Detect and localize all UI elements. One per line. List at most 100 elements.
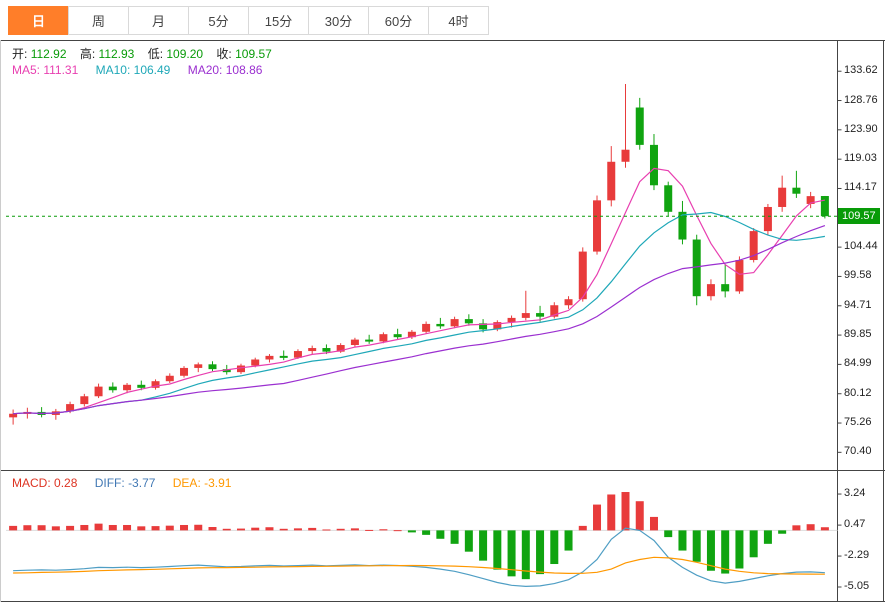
macd-bar — [422, 530, 431, 535]
macd-bar — [379, 529, 388, 531]
candle-body — [350, 339, 359, 346]
candle-body — [635, 107, 644, 145]
candle-body — [593, 200, 602, 252]
candle-body — [792, 187, 801, 194]
macd-bar — [265, 527, 274, 531]
macd-bar — [536, 530, 545, 575]
candle-body — [336, 345, 345, 352]
macd-bar — [749, 530, 758, 558]
macd-bar — [778, 530, 787, 534]
candle-body — [379, 334, 388, 342]
macd-bar — [464, 530, 473, 552]
candle-body — [507, 317, 516, 323]
candle-body — [80, 396, 89, 405]
macd-bar — [621, 492, 630, 531]
timeframe-tab-5[interactable]: 30分 — [308, 6, 369, 35]
macd-bar — [23, 525, 32, 531]
candle-body — [607, 161, 616, 201]
macd-bar — [479, 530, 488, 561]
macd-bar — [208, 527, 217, 531]
chart-frame — [0, 40, 885, 602]
candle-body — [479, 323, 488, 330]
ma20-line — [13, 225, 826, 415]
ma5-line — [13, 167, 826, 415]
macd-bar — [721, 530, 730, 574]
candle-body — [721, 284, 730, 292]
macd-bar — [578, 525, 587, 531]
candle-body — [322, 348, 331, 352]
timeframe-tab-0[interactable]: 日 — [8, 6, 69, 35]
candle-body — [407, 331, 416, 338]
macd-bar — [664, 530, 673, 538]
macd-bar — [521, 530, 530, 580]
macd-bar — [792, 525, 801, 531]
macd-bar — [407, 530, 416, 533]
candle-body — [236, 365, 245, 373]
candle-body — [9, 413, 18, 418]
candle-body — [550, 305, 559, 317]
macd-bar — [80, 524, 89, 531]
macd-bar — [51, 526, 60, 531]
timeframe-tab-7[interactable]: 4时 — [428, 6, 489, 35]
macd-bar — [706, 530, 715, 571]
candle-body — [450, 319, 459, 327]
macd-bar — [593, 504, 602, 531]
macd-bar — [236, 528, 245, 531]
macd-bar — [123, 524, 132, 531]
candle-body — [165, 375, 174, 382]
macd-bar — [692, 530, 701, 562]
candle-body — [365, 339, 374, 342]
macd-bar — [649, 516, 658, 531]
candle-body — [735, 260, 744, 292]
timeframe-tab-1[interactable]: 周 — [68, 6, 129, 35]
macd-bar — [806, 524, 815, 531]
macd-bar — [222, 528, 231, 531]
timeframe-tab-2[interactable]: 月 — [128, 6, 189, 35]
candle-body — [436, 323, 445, 327]
dea-line — [13, 556, 825, 575]
timeframe-tab-3[interactable]: 5分 — [188, 6, 249, 35]
macd-bar — [37, 525, 46, 531]
diff-line — [13, 527, 825, 588]
candle-body — [265, 355, 274, 360]
macd-bar — [66, 525, 75, 531]
candle-body — [151, 381, 160, 388]
macd-bar — [180, 524, 189, 531]
macd-bar — [735, 530, 744, 569]
macd-bar — [763, 530, 772, 544]
candle-body — [564, 299, 573, 306]
candle-body — [763, 206, 772, 232]
candle-body — [493, 322, 502, 330]
candle-body — [806, 196, 815, 204]
candle-body — [578, 251, 587, 300]
macd-bar — [293, 528, 302, 531]
macd-bar — [607, 494, 616, 531]
candle-body — [778, 187, 787, 207]
macd-bar — [194, 524, 203, 531]
macd-bar — [251, 527, 260, 531]
macd-bar — [9, 525, 18, 531]
timeframe-tab-4[interactable]: 15分 — [248, 6, 309, 35]
candle-body — [108, 386, 117, 391]
macd-bar — [108, 524, 117, 531]
candle-body — [222, 369, 231, 373]
macd-bar — [678, 530, 687, 551]
candle-body — [208, 364, 217, 370]
macd-bar — [507, 530, 516, 577]
candle-body — [293, 351, 302, 358]
candle-body — [678, 211, 687, 240]
candle-body — [536, 313, 545, 317]
macd-bar — [336, 528, 345, 531]
candle-body — [308, 348, 317, 352]
candle-body — [194, 364, 203, 368]
candle-body — [393, 334, 402, 338]
macd-bar — [165, 525, 174, 531]
macd-bar — [550, 530, 559, 565]
timeframe-tabs: 日周月 5分 15分 30分 60分 4时 — [8, 6, 489, 35]
candle-body — [521, 313, 530, 318]
macd-bar — [137, 526, 146, 531]
timeframe-tab-6[interactable]: 60分 — [368, 6, 429, 35]
candle-body — [464, 319, 473, 324]
candle-body — [279, 355, 288, 358]
